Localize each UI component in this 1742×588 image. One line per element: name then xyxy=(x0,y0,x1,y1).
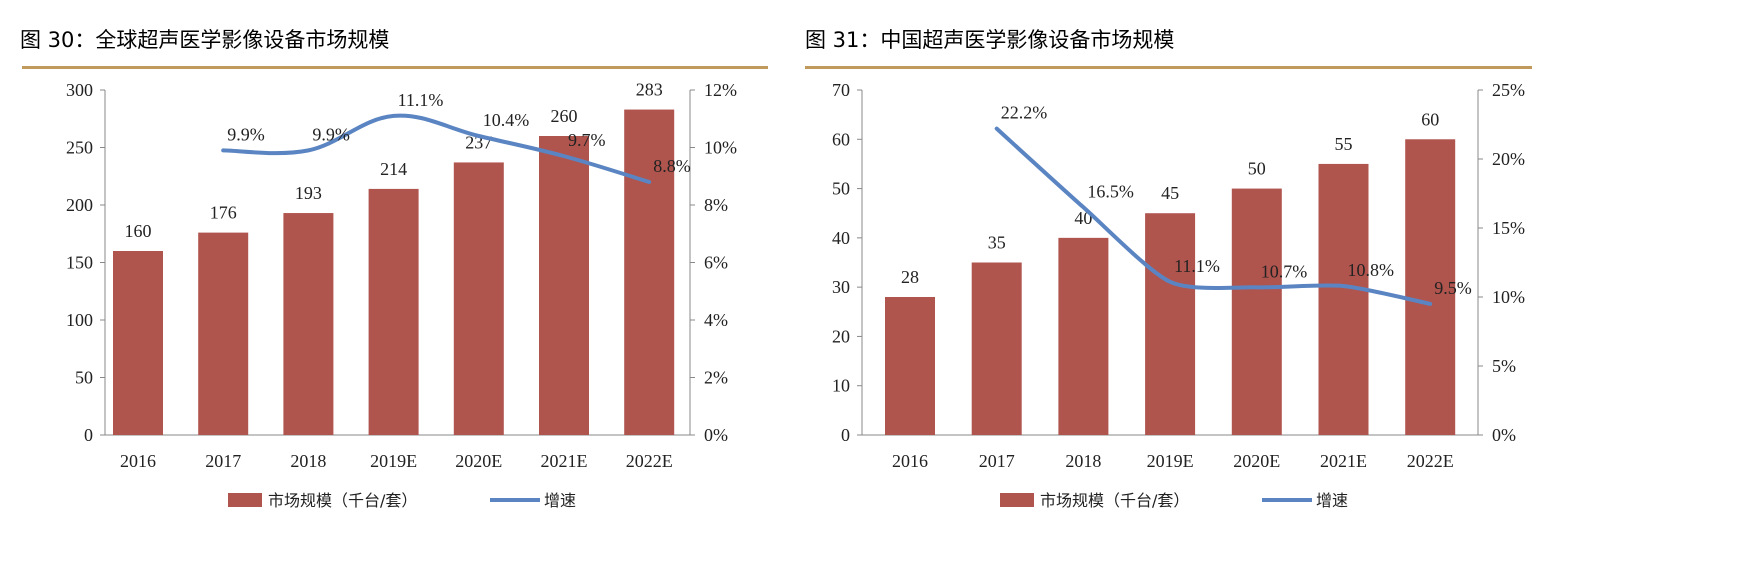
chart-1-x-tick-label: 2019E xyxy=(370,451,417,471)
chart-1-bar-label: 214 xyxy=(380,159,407,179)
chart-1-left-tick-label: 50 xyxy=(75,368,93,388)
chart-2-x-tick-label: 2022E xyxy=(1407,451,1454,471)
chart-1-x-tick-label: 2020E xyxy=(455,451,502,471)
chart-1-bar-label: 193 xyxy=(295,183,322,203)
chart-1-line-label: 9.9% xyxy=(312,124,350,144)
chart-2-left-tick-label: 0 xyxy=(841,425,850,445)
chart-1-line-label: 9.9% xyxy=(227,124,265,144)
chart-1-bar xyxy=(624,109,675,436)
chart-2-right-tick-label: 10% xyxy=(1492,287,1525,307)
chart-1-bar xyxy=(539,136,589,435)
chart-2-bar-label: 60 xyxy=(1421,109,1439,129)
chart-1-bar xyxy=(368,188,419,435)
chart-2-right-tick-label: 15% xyxy=(1492,218,1525,238)
chart-2-right-tick-label: 0% xyxy=(1492,425,1516,445)
chart-2-bar xyxy=(971,262,1022,435)
chart-2-title: 图 31：中国超声医学影像设备市场规模 xyxy=(805,24,1174,54)
chart-1-x-tick-label: 2017 xyxy=(205,451,241,471)
chart-1-right-tick-label: 4% xyxy=(704,310,728,330)
chart-1-legend-bar-swatch xyxy=(228,493,262,507)
chart-1-left-tick-label: 300 xyxy=(66,80,93,100)
chart-2-x-tick-label: 2018 xyxy=(1065,451,1101,471)
chart-1-right-tick-label: 2% xyxy=(704,368,728,388)
chart-1-left-tick-label: 250 xyxy=(66,138,93,158)
chart-2-x-tick-label: 2019E xyxy=(1147,451,1194,471)
chart-1-line-label: 8.8% xyxy=(653,156,691,176)
chart-2-right-tick-label: 5% xyxy=(1492,356,1516,376)
chart-2-left-tick-label: 50 xyxy=(832,179,850,199)
chart-1-bar-label: 176 xyxy=(210,203,237,223)
chart-1-legend-bar-label: 市场规模（千台/套） xyxy=(268,491,417,510)
chart-1-title: 图 30：全球超声医学影像设备市场规模 xyxy=(20,24,389,54)
chart-1-x-tick-label: 2018 xyxy=(290,451,326,471)
chart-2-bar-label: 35 xyxy=(988,233,1006,253)
chart-1-title-text: 全球超声医学影像设备市场规模 xyxy=(95,28,390,52)
chart-2-left-tick-label: 40 xyxy=(832,228,850,248)
chart-2-left-tick-label: 60 xyxy=(832,129,850,149)
chart-1-left-tick-label: 0 xyxy=(84,425,93,445)
chart-1-bar xyxy=(113,251,163,435)
chart-1-right-tick-label: 12% xyxy=(704,80,737,100)
chart-2-left-tick-label: 70 xyxy=(832,80,850,100)
chart-1-x-tick-label: 2016 xyxy=(120,451,156,471)
chart-1-left-tick-label: 100 xyxy=(66,310,93,330)
chart-2-line-label: 9.5% xyxy=(1434,278,1472,298)
chart-2-bar xyxy=(1231,188,1282,435)
chart-2-left-tick-label: 30 xyxy=(832,277,850,297)
chart-1-bar-label: 160 xyxy=(125,221,152,241)
chart-2-title-rule xyxy=(805,66,1532,69)
chart-2-line-label: 16.5% xyxy=(1087,181,1134,201)
chart-2-legend-bar-label: 市场规模（千台/套） xyxy=(1040,491,1189,510)
chart-2-bar xyxy=(1405,139,1456,436)
chart-2-bar-label: 28 xyxy=(901,267,919,287)
chart-2-line-label: 10.8% xyxy=(1348,260,1395,280)
chart-1-right-tick-label: 8% xyxy=(704,195,728,215)
chart-1-right-tick-label: 10% xyxy=(704,138,737,158)
chart-2-bar xyxy=(1058,237,1109,435)
chart-1-legend-line-label: 增速 xyxy=(544,491,576,510)
chart-2-bar xyxy=(1318,163,1369,435)
chart-1-bar xyxy=(453,162,504,435)
chart-1-right-tick-label: 0% xyxy=(704,425,728,445)
chart-2-x-tick-label: 2020E xyxy=(1233,451,1280,471)
chart-2-x-tick-label: 2017 xyxy=(979,451,1015,471)
chart-1-bar xyxy=(198,232,249,435)
chart-2-bar-label: 55 xyxy=(1335,134,1353,154)
chart-2-x-tick-label: 2021E xyxy=(1320,451,1367,471)
chart-2-left-tick-label: 20 xyxy=(832,326,850,346)
chart-2-legend-line-label: 增速 xyxy=(1316,491,1348,510)
chart-1-x-tick-label: 2021E xyxy=(541,451,588,471)
chart-1-bar xyxy=(283,213,334,435)
chart-1-line-label: 11.1% xyxy=(398,90,444,110)
chart-2-growth-line xyxy=(994,126,1433,306)
chart-1-line-label: 9.7% xyxy=(568,130,606,150)
chart-2-legend-bar-swatch xyxy=(1000,493,1034,507)
chart-2-left-tick-label: 10 xyxy=(832,376,850,396)
chart-2-line-label: 10.7% xyxy=(1261,261,1308,281)
chart-2-x-tick-label: 2016 xyxy=(892,451,928,471)
chart-1-left-tick-label: 150 xyxy=(66,253,93,273)
chart-2-bar xyxy=(885,297,935,435)
chart-2-bar-label: 50 xyxy=(1248,159,1266,179)
chart-2-title-text: 中国超声医学影像设备市场规模 xyxy=(880,28,1175,52)
chart-1-right-tick-label: 6% xyxy=(704,253,728,273)
chart-2-title-prefix: 图 31： xyxy=(805,28,881,52)
chart-2-right-tick-label: 20% xyxy=(1492,149,1525,169)
chart-1-growth-line xyxy=(221,113,652,184)
chart-2-right-tick-label: 25% xyxy=(1492,80,1525,100)
chart-1-title-prefix: 图 30： xyxy=(20,28,96,52)
chart-1-left-tick-label: 200 xyxy=(66,195,93,215)
chart-2-line-label: 22.2% xyxy=(1001,103,1047,123)
chart-1-bar-label: 283 xyxy=(636,80,663,100)
chart-1-title-rule xyxy=(22,66,768,69)
chart-1-bar-label: 260 xyxy=(551,106,578,126)
chart-2-bar-label: 45 xyxy=(1161,183,1179,203)
chart-1-x-tick-label: 2022E xyxy=(626,451,673,471)
chart-1-line-label: 10.4% xyxy=(483,110,530,130)
chart-2-line-label: 11.1% xyxy=(1174,256,1220,276)
chart-2-bar xyxy=(1145,213,1196,435)
